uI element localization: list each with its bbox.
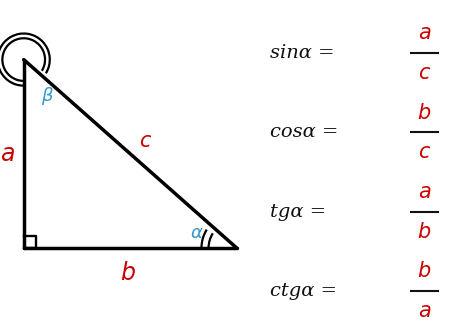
Text: cosα =: cosα = [270, 123, 338, 141]
Text: a: a [418, 301, 430, 321]
Text: ctgα =: ctgα = [270, 282, 337, 300]
Text: a: a [0, 142, 14, 166]
Text: b: b [418, 261, 431, 281]
Text: β: β [41, 87, 52, 105]
Text: α: α [191, 224, 203, 242]
Text: tgα =: tgα = [270, 203, 326, 221]
Text: a: a [418, 23, 430, 43]
Text: c: c [419, 63, 430, 83]
Text: b: b [120, 261, 136, 285]
Text: sinα =: sinα = [270, 44, 335, 62]
Text: b: b [418, 222, 431, 242]
Text: b: b [418, 103, 431, 122]
Text: c: c [419, 142, 430, 162]
Text: a: a [418, 182, 430, 202]
Text: c: c [139, 131, 150, 151]
